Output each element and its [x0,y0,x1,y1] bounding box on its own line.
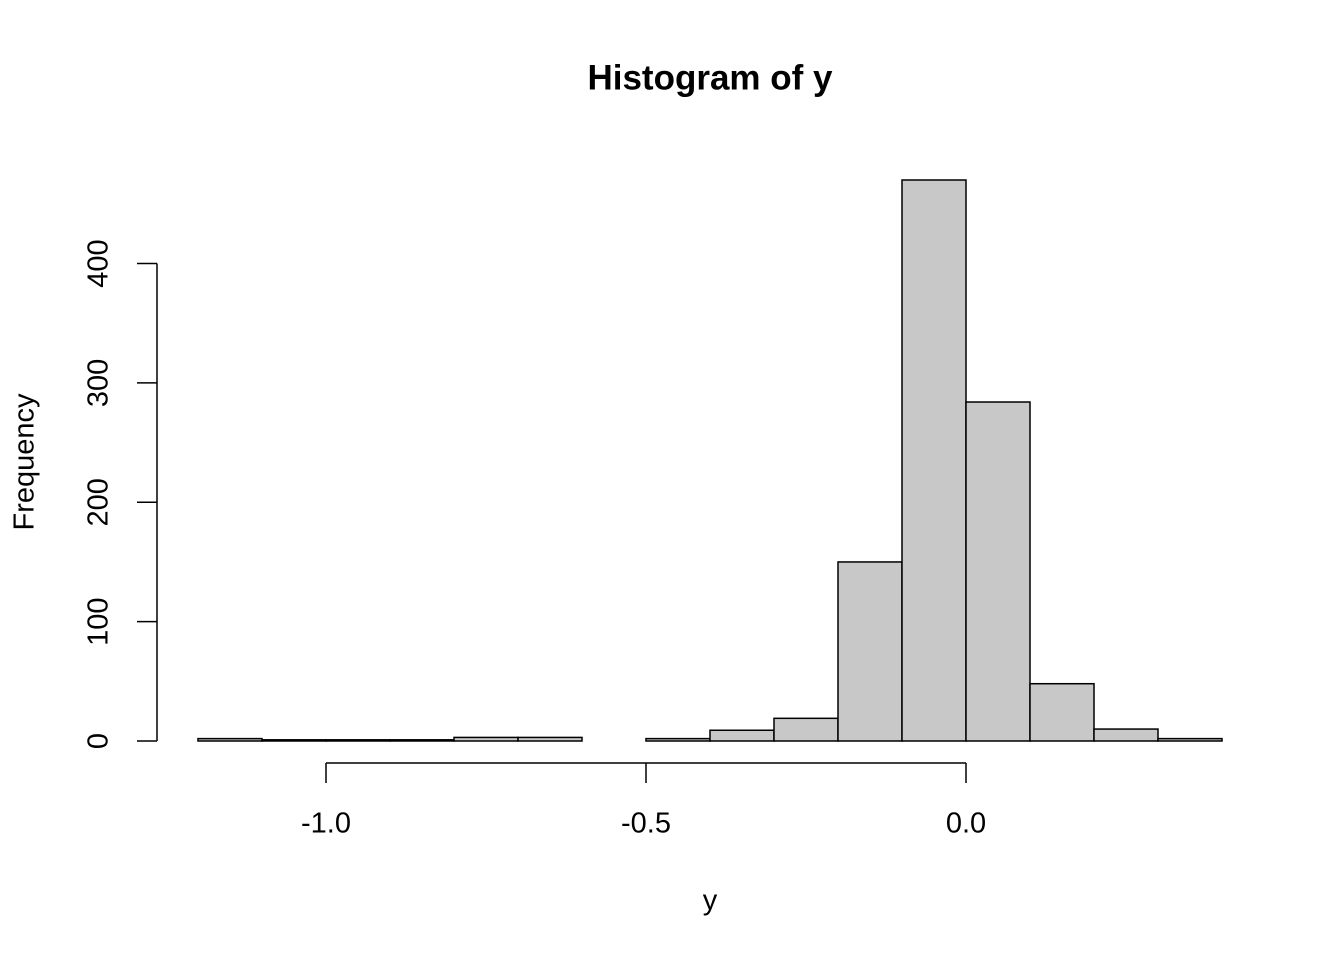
bar [389,739,455,742]
y-tick-label: 300 [83,359,115,407]
x-axis-label: y [703,885,718,917]
bar [517,736,583,742]
bar [453,736,519,742]
bar [261,739,327,742]
y-tick-label: 100 [83,597,115,645]
x-tick-label: -0.5 [621,808,671,840]
y-axis-label: Frequency [9,393,41,531]
bar [709,729,775,742]
x-tick-label: -1.0 [301,808,351,840]
bar [837,561,903,742]
bar [901,179,967,742]
y-tick-label: 0 [83,733,115,749]
chart-title: Histogram of y [587,58,833,97]
bar [1157,737,1223,742]
bar [325,739,391,742]
bar [645,737,711,742]
bar [197,737,263,742]
x-tick-label: 0.0 [946,808,986,840]
bar [1029,682,1095,742]
bar [1093,728,1159,742]
bar [773,717,839,742]
bar [965,401,1031,742]
y-tick-label: 200 [83,478,115,526]
y-tick-label: 400 [83,239,115,287]
